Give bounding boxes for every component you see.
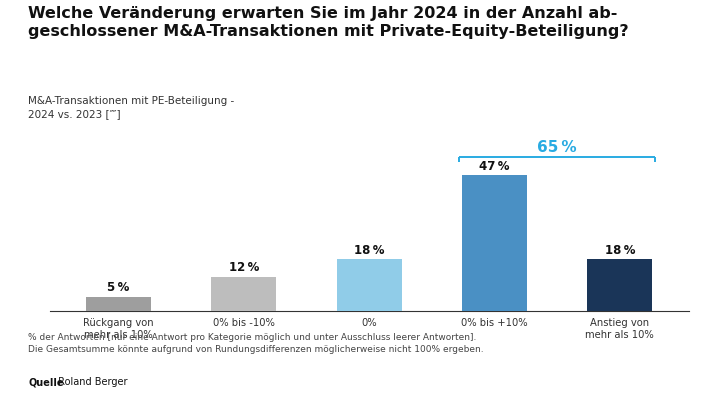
Text: % der Antworten [nur eine Antwort pro Kategorie möglich und unter Ausschluss lee: % der Antworten [nur eine Antwort pro Ka… bbox=[28, 333, 484, 354]
Text: Welche Veränderung erwarten Sie im Jahr 2024 in der Anzahl ab-
geschlossener M&A: Welche Veränderung erwarten Sie im Jahr … bbox=[28, 6, 629, 39]
Bar bbox=[337, 259, 402, 311]
Text: 18 %: 18 % bbox=[354, 244, 384, 257]
Bar bbox=[462, 176, 527, 311]
Text: 65 %: 65 % bbox=[537, 140, 577, 155]
Text: 12 %: 12 % bbox=[229, 261, 259, 274]
Text: 5 %: 5 % bbox=[107, 281, 130, 294]
Bar bbox=[587, 259, 652, 311]
Text: 47 %: 47 % bbox=[479, 160, 510, 173]
Text: Quelle: Quelle bbox=[28, 377, 64, 387]
Text: Roland Berger: Roland Berger bbox=[55, 377, 128, 387]
Bar bbox=[212, 277, 276, 311]
Text: 18 %: 18 % bbox=[604, 244, 635, 257]
Text: M&A-Transaktionen mit PE-Beteiligung -
2024 vs. 2023 [⁗]: M&A-Transaktionen mit PE-Beteiligung - 2… bbox=[28, 96, 234, 119]
Bar bbox=[86, 297, 151, 311]
